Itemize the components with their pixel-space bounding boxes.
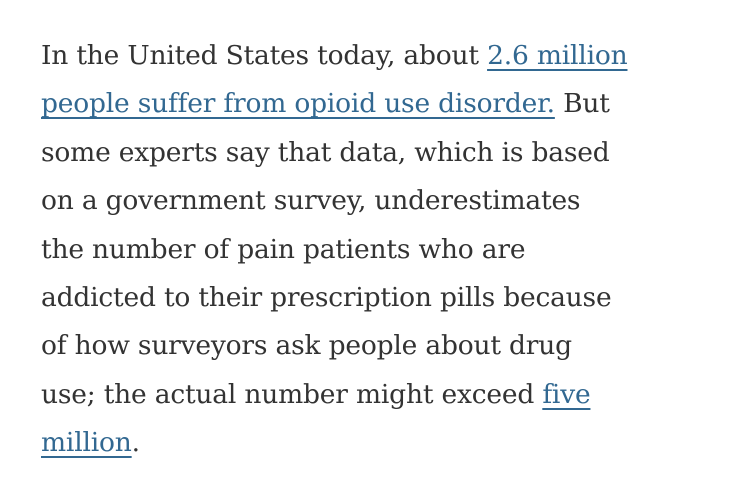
paragraph-line-9: million. — [41, 419, 721, 467]
link-five-million-cont[interactable]: million — [41, 427, 132, 459]
text-span: on a government survey, underestimates — [41, 185, 581, 217]
paragraph-line-5: the number of pain patients who are — [41, 226, 721, 274]
link-2-6-million[interactable]: 2.6 million — [487, 40, 628, 71]
text-span: use; the actual number might exceed — [41, 378, 543, 410]
link-opioid-use-disorder[interactable]: people suffer from opioid use disorder. — [41, 88, 555, 120]
paragraph-line-8: use; the actual number might exceed five — [41, 371, 721, 419]
paragraph-line-3: some experts say that data, which is bas… — [41, 129, 721, 177]
text-span: some experts say that data, which is bas… — [41, 136, 610, 168]
link-five-million[interactable]: five — [542, 378, 591, 410]
paragraph-line-7: of how surveyors ask people about drug — [41, 322, 721, 370]
article-paragraph: In the United States today, about 2.6 mi… — [41, 32, 721, 468]
paragraph-line-6: addicted to their prescription pills bec… — [41, 274, 721, 322]
paragraph-line-2: people suffer from opioid use disorder. … — [41, 80, 721, 128]
text-span: of how surveyors ask people about drug — [41, 330, 572, 362]
text-span: But — [554, 88, 610, 120]
text-span: addicted to their prescription pills bec… — [41, 282, 612, 314]
text-span: the number of pain patients who are — [41, 233, 526, 265]
paragraph-line-1: In the United States today, about 2.6 mi… — [41, 32, 721, 80]
text-span: In the United States today, about — [41, 40, 488, 71]
paragraph-line-4: on a government survey, underestimates — [41, 177, 721, 225]
text-span: . — [131, 427, 140, 459]
